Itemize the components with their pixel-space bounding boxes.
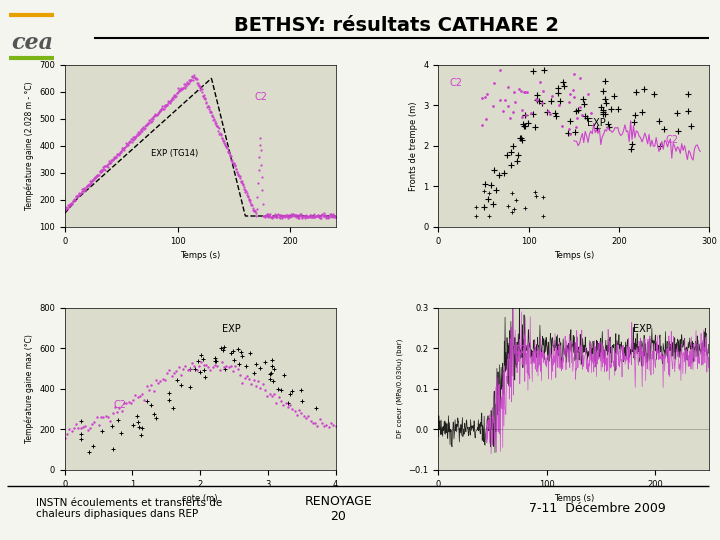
Text: EXP: EXP	[634, 324, 652, 334]
Y-axis label: Fronts de trempe (m): Fronts de trempe (m)	[409, 101, 418, 191]
Text: BETHSY: résultats CATHARE 2: BETHSY: résultats CATHARE 2	[233, 16, 559, 36]
Text: C2: C2	[449, 78, 462, 88]
X-axis label: cote (m): cote (m)	[182, 494, 218, 503]
Text: INSTN écoulements et transferts de
chaleurs diphasiques dans REP: INSTN écoulements et transferts de chale…	[36, 498, 222, 519]
Y-axis label: DF coeur (MPa/0.030u) (bar): DF coeur (MPa/0.030u) (bar)	[397, 339, 403, 438]
Text: RENOYAGE
20: RENOYAGE 20	[305, 495, 372, 523]
Text: EXP: EXP	[222, 324, 240, 334]
Text: C2: C2	[254, 92, 267, 103]
Y-axis label: Température gaine max (°C): Température gaine max (°C)	[24, 334, 34, 443]
X-axis label: Temps (s): Temps (s)	[554, 494, 594, 503]
Text: C2: C2	[114, 400, 127, 410]
Text: C2: C2	[514, 345, 527, 355]
Text: EXP (TG14): EXP (TG14)	[151, 148, 199, 158]
X-axis label: Temps (s): Temps (s)	[180, 251, 220, 260]
Text: cea: cea	[11, 32, 53, 54]
X-axis label: Temps (s): Temps (s)	[554, 251, 594, 260]
Y-axis label: Température gaine (2.028 m - °C): Température gaine (2.028 m - °C)	[24, 82, 34, 210]
Text: C2: C2	[666, 134, 679, 145]
Text: 7-11  Décembre 2009: 7-11 Décembre 2009	[529, 502, 666, 515]
Text: EXP: EXP	[588, 118, 606, 129]
